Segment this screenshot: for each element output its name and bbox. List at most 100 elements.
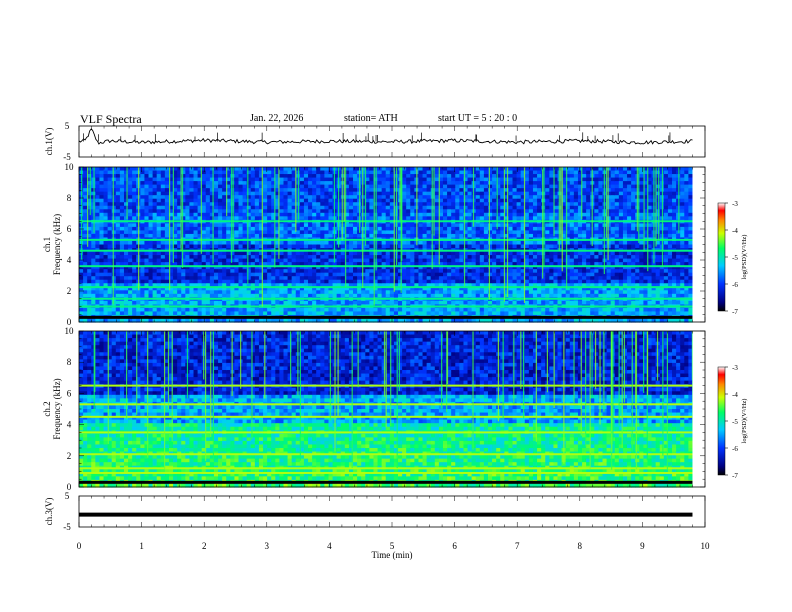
psd-cell: [528, 188, 534, 193]
psd-cell: [410, 184, 415, 189]
psd-cell: [144, 258, 150, 263]
psd-cell: [508, 255, 514, 260]
psd-cell: [410, 276, 415, 281]
psd-cell: [152, 244, 158, 249]
psd-cell: [119, 293, 125, 298]
psd-cell: [336, 300, 342, 305]
psd-cell: [189, 300, 195, 305]
psd-cell: [148, 318, 154, 323]
psd-cell: [479, 177, 485, 182]
psd-cell: [336, 272, 342, 277]
psd-cell: [99, 223, 105, 228]
psd-cell: [177, 205, 182, 210]
psd-cell: [451, 240, 456, 246]
psd-cell: [160, 269, 166, 274]
psd-cell: [430, 205, 436, 210]
psd-cell: [410, 265, 415, 270]
psd-cell: [242, 181, 248, 186]
psd-cell: [398, 290, 403, 295]
psd-cell: [128, 226, 133, 232]
psd-cell: [406, 318, 411, 323]
psd-cell: [234, 272, 240, 277]
psd-cell: [414, 276, 420, 281]
psd-cell: [295, 262, 301, 267]
psd-cell: [402, 244, 407, 249]
psd-cell: [463, 258, 469, 263]
psd-cell: [291, 244, 297, 249]
psd-cell: [299, 233, 305, 239]
psd-cell: [381, 307, 387, 313]
psd-cell: [393, 276, 399, 281]
psd-cell: [173, 170, 178, 175]
psd-cell: [226, 244, 231, 249]
psd-cell: [254, 226, 260, 232]
psd-cell: [83, 167, 88, 172]
psd-cell: [144, 223, 150, 228]
psd-cell: [185, 216, 191, 221]
psd-cell: [128, 240, 133, 246]
psd-cell: [492, 174, 497, 179]
psd-cell: [209, 258, 215, 263]
psd-cell: [185, 198, 191, 203]
psd-cell: [128, 290, 133, 295]
psd-cell: [357, 311, 362, 316]
psd-cell: [422, 318, 428, 323]
psd-cell: [148, 279, 154, 284]
psd-cell: [119, 262, 125, 267]
psd-cell: [218, 300, 223, 305]
psd-cell: [242, 272, 248, 277]
psd-cell: [267, 265, 272, 270]
psd-cell: [226, 265, 231, 270]
psd-cell: [213, 202, 219, 207]
psd-cell: [168, 216, 174, 221]
psd-cell: [99, 205, 105, 210]
psd-cell: [193, 318, 199, 323]
psd-cell: [344, 269, 350, 274]
psd-cell: [508, 290, 514, 295]
psd-cell: [209, 212, 215, 217]
psd-cell: [173, 216, 178, 221]
psd-cell: [524, 269, 530, 274]
psd-cell: [250, 240, 256, 246]
psd-cell: [483, 209, 489, 214]
psd-cell: [238, 311, 244, 316]
psd-cell: [263, 223, 268, 228]
psd-cell: [218, 170, 223, 175]
psd-cell: [91, 255, 96, 260]
psd-cell: [438, 262, 444, 267]
psd-cell: [316, 205, 321, 210]
psd-cell: [361, 258, 366, 263]
psd-cell: [324, 311, 330, 316]
psd-cell: [393, 265, 399, 270]
psd-cell: [451, 209, 456, 214]
psd-cell: [222, 293, 227, 298]
psd-cell: [267, 293, 272, 298]
psd-cell: [230, 262, 236, 267]
psd-cell: [316, 318, 321, 323]
psd-cell: [369, 188, 375, 193]
psd-cell: [398, 244, 403, 249]
psd-cell: [299, 188, 305, 193]
psd-cell: [406, 226, 411, 232]
psd-cell: [447, 170, 452, 175]
psd-cell: [164, 177, 170, 182]
psd-cell: [348, 212, 354, 217]
psd-cell: [418, 251, 424, 256]
psd-cell: [185, 276, 191, 281]
psd-cell: [173, 286, 178, 291]
psd-cell: [422, 255, 428, 260]
psd-cell: [119, 167, 125, 172]
psd-cell: [524, 307, 530, 313]
psd-cell: [242, 279, 248, 284]
psd-cell: [115, 262, 121, 267]
psd-cell: [328, 300, 334, 305]
psd-cell: [504, 198, 510, 203]
psd-cell: [492, 272, 497, 277]
psd-cell: [483, 265, 489, 270]
psd-cell: [447, 255, 452, 260]
psd-cell: [287, 223, 293, 228]
psd-cell: [475, 276, 481, 281]
psd-cell: [173, 177, 178, 182]
psd-cell: [422, 177, 428, 182]
psd-cell: [246, 177, 252, 182]
